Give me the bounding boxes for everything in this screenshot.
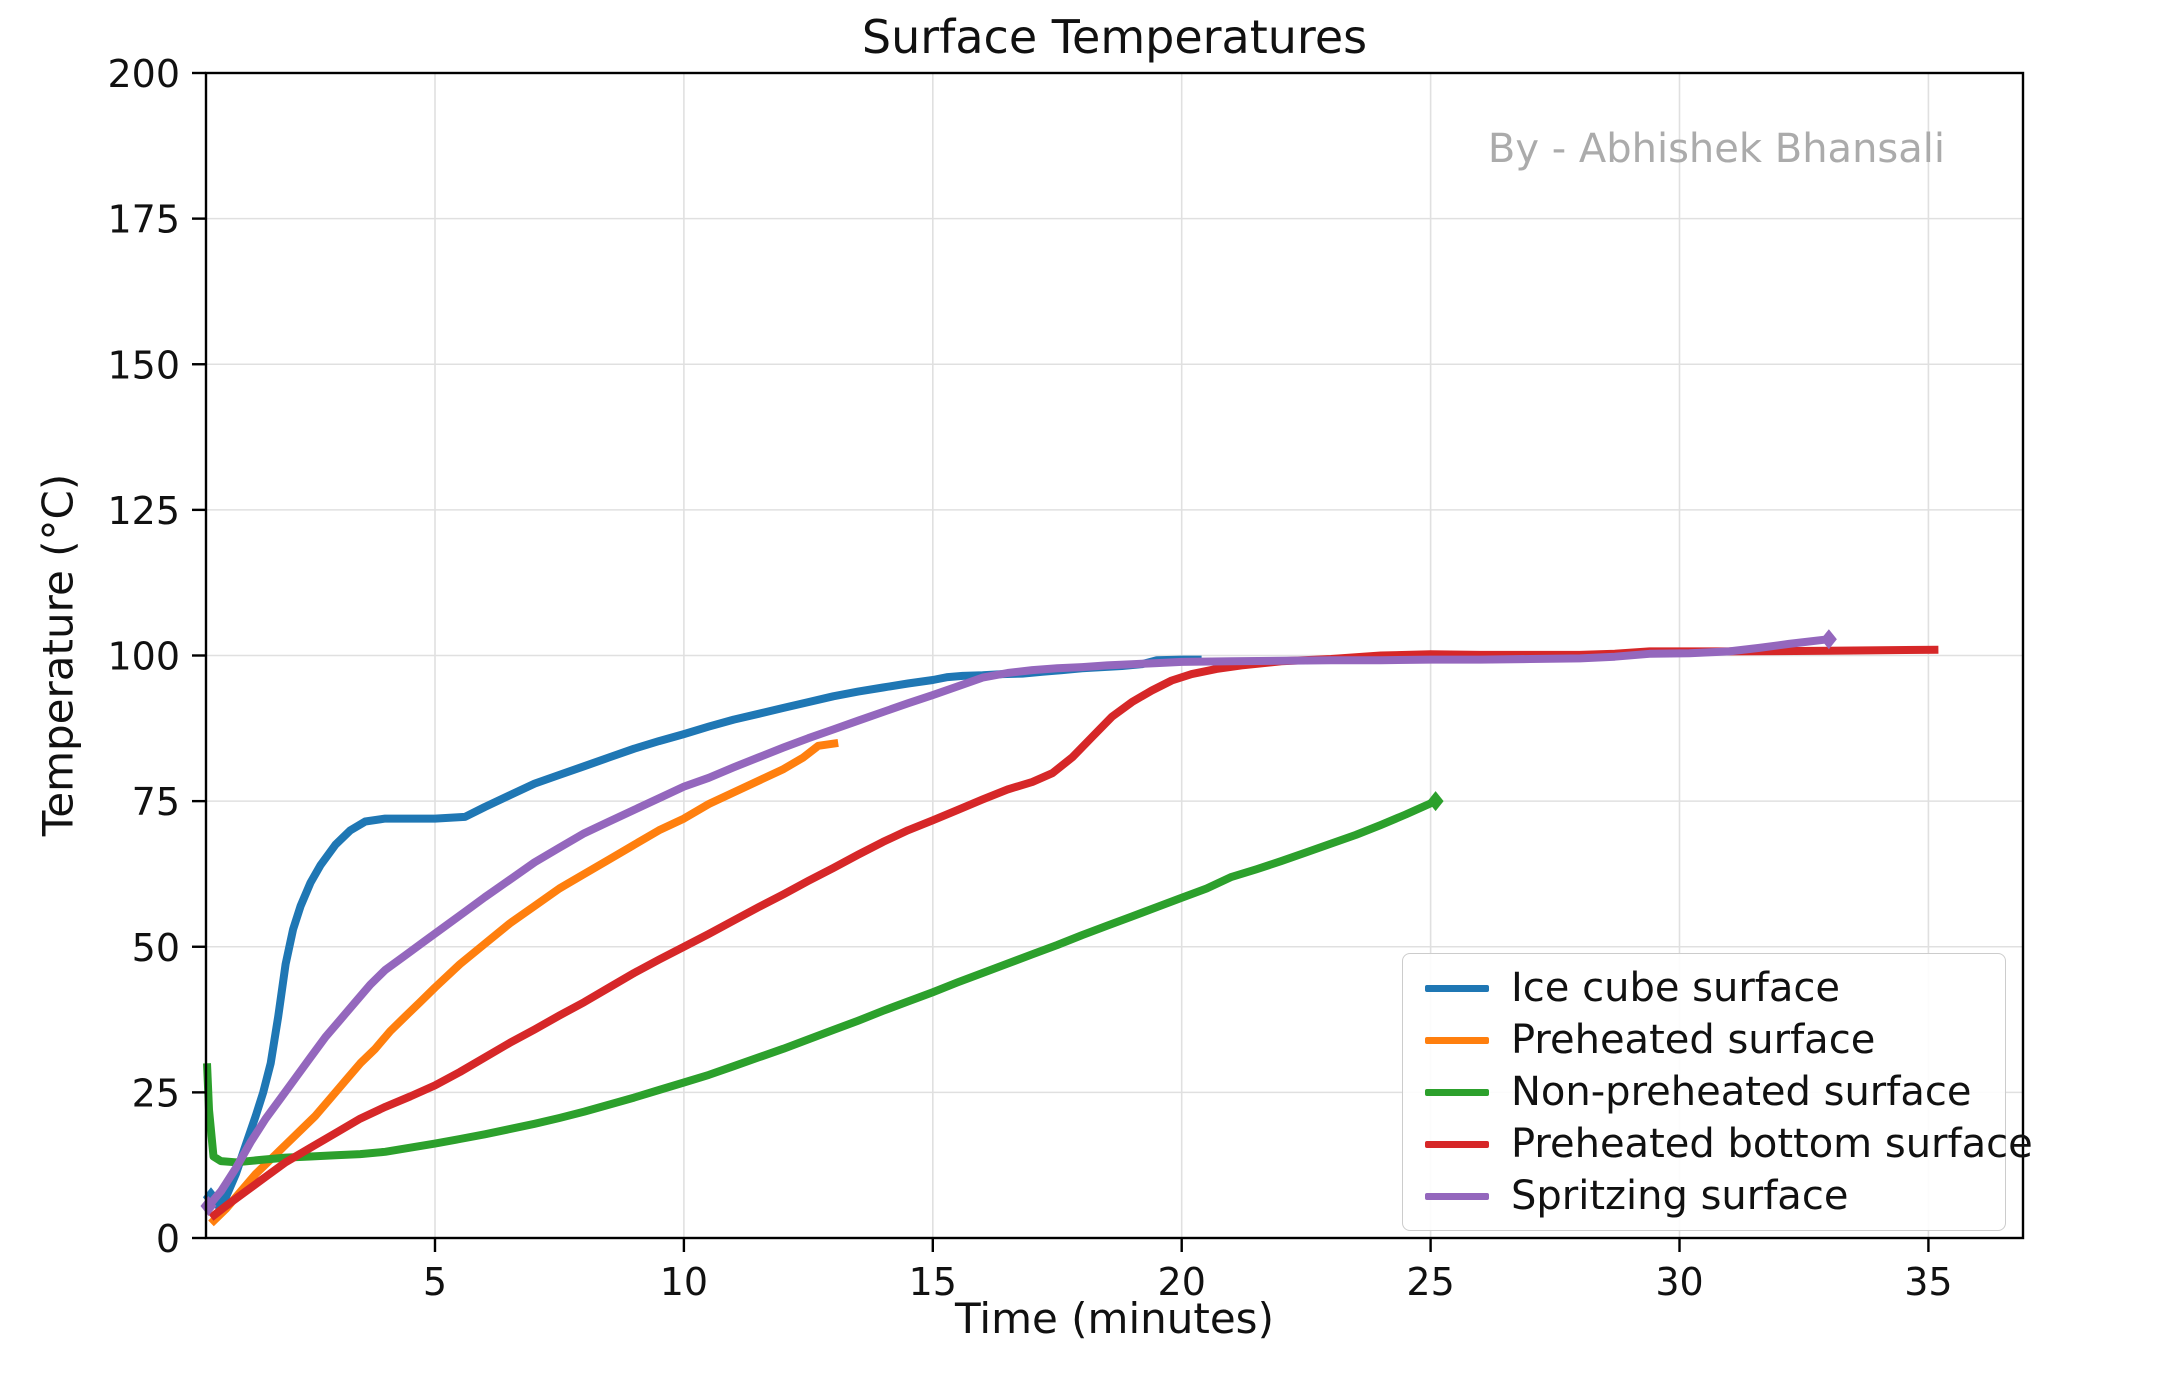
y-tick-label: 150 bbox=[107, 343, 180, 387]
legend-swatch-3 bbox=[1425, 1140, 1489, 1148]
legend-label-0: Ice cube surface bbox=[1511, 965, 1841, 1011]
series-line-1 bbox=[208, 738, 839, 1227]
x-tick-label: 10 bbox=[660, 1260, 708, 1304]
legend-label-2: Non-preheated surface bbox=[1511, 1069, 1972, 1115]
y-tick-label: 25 bbox=[132, 1071, 180, 1115]
legend-swatch-0 bbox=[1425, 984, 1489, 992]
y-tick-label: 125 bbox=[107, 489, 180, 533]
series-marker-4 bbox=[1820, 629, 1837, 650]
y-tick-label: 75 bbox=[132, 780, 180, 824]
y-tick-label: 50 bbox=[132, 926, 180, 970]
y-axis-label: Temperature (°C) bbox=[33, 473, 83, 837]
legend-item-4: Spritzing surface bbox=[1403, 1173, 2005, 1219]
legend-item-1: Preheated surface bbox=[1403, 1017, 2005, 1063]
legend-label-4: Spritzing surface bbox=[1511, 1173, 1849, 1219]
chart-title: Surface Temperatures bbox=[861, 10, 1368, 64]
y-tick-label: 200 bbox=[107, 52, 180, 96]
series-line-2 bbox=[203, 797, 1438, 1167]
series-line-4 bbox=[205, 635, 1830, 1209]
legend-swatch-2 bbox=[1425, 1088, 1489, 1096]
legend-item-3: Preheated bottom surface bbox=[1403, 1121, 2033, 1167]
legend-swatch-1 bbox=[1425, 1036, 1489, 1044]
x-tick-label: 20 bbox=[1158, 1260, 1206, 1304]
legend-label-1: Preheated surface bbox=[1511, 1017, 1876, 1063]
legend-label-3: Preheated bottom surface bbox=[1511, 1121, 2033, 1167]
x-tick-label: 30 bbox=[1655, 1260, 1703, 1304]
y-tick-label: 175 bbox=[107, 198, 180, 242]
y-tick-label: 0 bbox=[156, 1217, 180, 1261]
legend-item-2: Non-preheated surface bbox=[1403, 1069, 2005, 1115]
y-tick-label: 100 bbox=[107, 635, 180, 679]
x-tick-label: 35 bbox=[1904, 1260, 1952, 1304]
legend: Ice cube surface Preheated surface Non-pre… bbox=[1402, 953, 2033, 1231]
x-axis-label: Time (minutes) bbox=[955, 1294, 1274, 1343]
x-tick-label: 5 bbox=[423, 1260, 447, 1304]
legend-swatch-4 bbox=[1425, 1192, 1489, 1200]
series-marker-2 bbox=[1427, 791, 1444, 812]
x-tick-label: 15 bbox=[909, 1260, 957, 1304]
legend-item-0: Ice cube surface bbox=[1403, 965, 2005, 1011]
series-marker-4 bbox=[200, 1195, 217, 1216]
watermark-text: By - Abhishek Bhansali bbox=[1487, 126, 1945, 172]
x-tick-label: 25 bbox=[1406, 1260, 1454, 1304]
